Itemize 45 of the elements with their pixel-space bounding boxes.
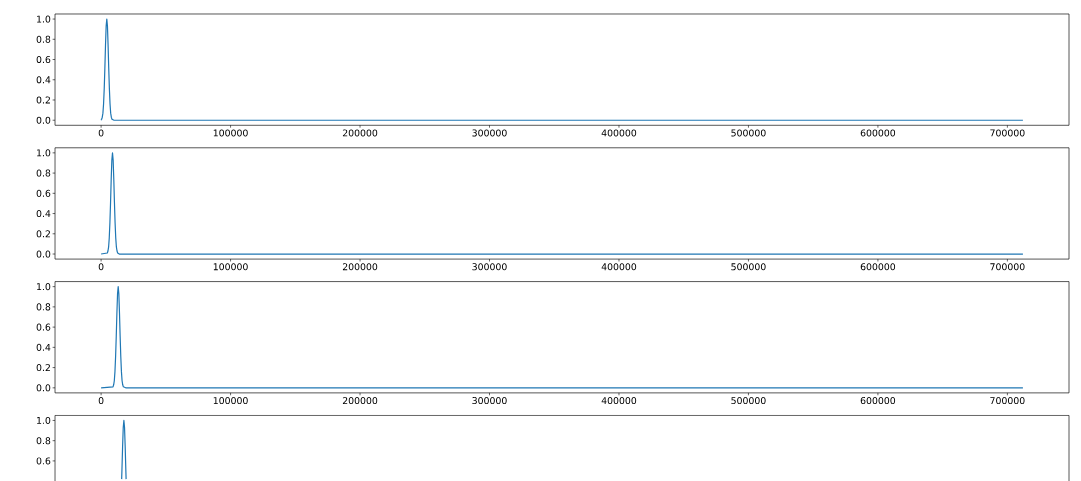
y-tick-label: 0.4 — [36, 343, 51, 351]
x-tick-label: 300000 — [472, 397, 507, 405]
x-tick-label: 500000 — [731, 263, 766, 271]
y-tick-label: 0.6 — [36, 56, 51, 64]
x-tick-label: 200000 — [342, 129, 378, 137]
x-tick-label: 100000 — [213, 263, 248, 271]
x-tick-label: 400000 — [601, 129, 637, 137]
y-tick-label: 0.8 — [36, 35, 51, 43]
line-series — [121, 419, 127, 480]
y-tick-label: 0.6 — [36, 457, 51, 465]
x-tick-label: 600000 — [860, 397, 896, 405]
x-tick-label: 100000 — [213, 397, 248, 405]
y-tick-label: 0.8 — [36, 169, 51, 177]
x-tick-label: 500000 — [731, 129, 766, 137]
y-tick-label: 0.2 — [36, 230, 50, 238]
y-tick-label: 1.0 — [37, 149, 51, 157]
x-tick-label: 400000 — [601, 263, 637, 271]
y-tick-label: 0.8 — [36, 437, 51, 445]
y-tick-label: 1.0 — [37, 15, 51, 23]
y-tick-label: 0.6 — [36, 323, 51, 331]
y-tick-label: 0.4 — [36, 76, 51, 84]
y-tick-label: 1.0 — [37, 283, 51, 291]
y-tick-label: 1.0 — [37, 416, 51, 424]
x-tick-label: 200000 — [342, 397, 378, 405]
y-tick-label: 0.6 — [36, 189, 51, 197]
x-tick-label: 0 — [98, 263, 104, 271]
x-tick-label: 100000 — [213, 129, 248, 137]
y-tick-label: 0.8 — [36, 303, 51, 311]
y-tick-label: 0.0 — [36, 384, 51, 392]
x-tick-label: 300000 — [472, 263, 507, 271]
x-tick-label: 0 — [98, 397, 104, 405]
y-tick-label: 0.2 — [36, 96, 50, 104]
x-tick-label: 500000 — [731, 397, 766, 405]
x-tick-label: 0 — [98, 129, 104, 137]
x-tick-label: 400000 — [601, 397, 637, 405]
x-tick-label: 700000 — [990, 263, 1025, 271]
y-tick-label: 0.4 — [36, 210, 51, 218]
y-tick-label: 0.0 — [36, 250, 51, 258]
x-tick-label: 300000 — [472, 129, 507, 137]
x-tick-label: 700000 — [990, 129, 1025, 137]
y-tick-label: 0.2 — [36, 364, 50, 372]
x-tick-label: 600000 — [860, 129, 896, 137]
x-tick-label: 600000 — [860, 263, 896, 271]
x-tick-label: 200000 — [342, 263, 378, 271]
x-tick-label: 700000 — [990, 397, 1025, 405]
